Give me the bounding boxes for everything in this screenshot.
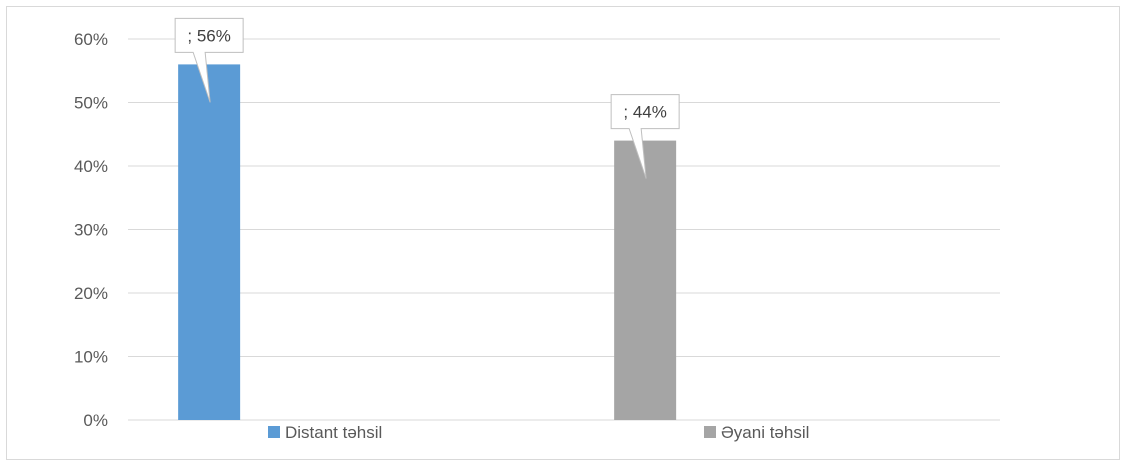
- legend-label: Distant təhsil: [285, 423, 382, 442]
- legend-swatch: [704, 426, 716, 438]
- data-label-text: ; 56%: [187, 26, 230, 45]
- legend-swatch: [268, 426, 280, 438]
- data-label-text: ; 44%: [623, 103, 666, 122]
- data-label-callout: ; 44%: [610, 94, 680, 179]
- bar-1: [178, 64, 241, 421]
- bar-2: [614, 140, 677, 420]
- y-tick-label: 40%: [74, 157, 108, 176]
- y-tick-label: 30%: [74, 221, 108, 240]
- callout-shape: [174, 17, 244, 103]
- legend: Distant təhsil Əyani təhsil: [268, 423, 809, 442]
- callout-shape: [610, 94, 680, 179]
- data-labels: ; 56% ; 44%: [174, 17, 680, 179]
- y-tick-label: 60%: [74, 30, 108, 49]
- y-axis: 0% 10% 20% 30% 40% 50% 60%: [74, 30, 108, 430]
- legend-label: Əyani təhsil: [721, 423, 809, 442]
- y-tick-label: 50%: [74, 94, 108, 113]
- y-tick-label: 0%: [83, 411, 108, 430]
- bars: [178, 64, 677, 421]
- y-tick-label: 10%: [74, 348, 108, 367]
- data-label-callout: ; 56%: [174, 17, 244, 103]
- gridlines: [128, 38, 1000, 421]
- y-tick-label: 20%: [74, 284, 108, 303]
